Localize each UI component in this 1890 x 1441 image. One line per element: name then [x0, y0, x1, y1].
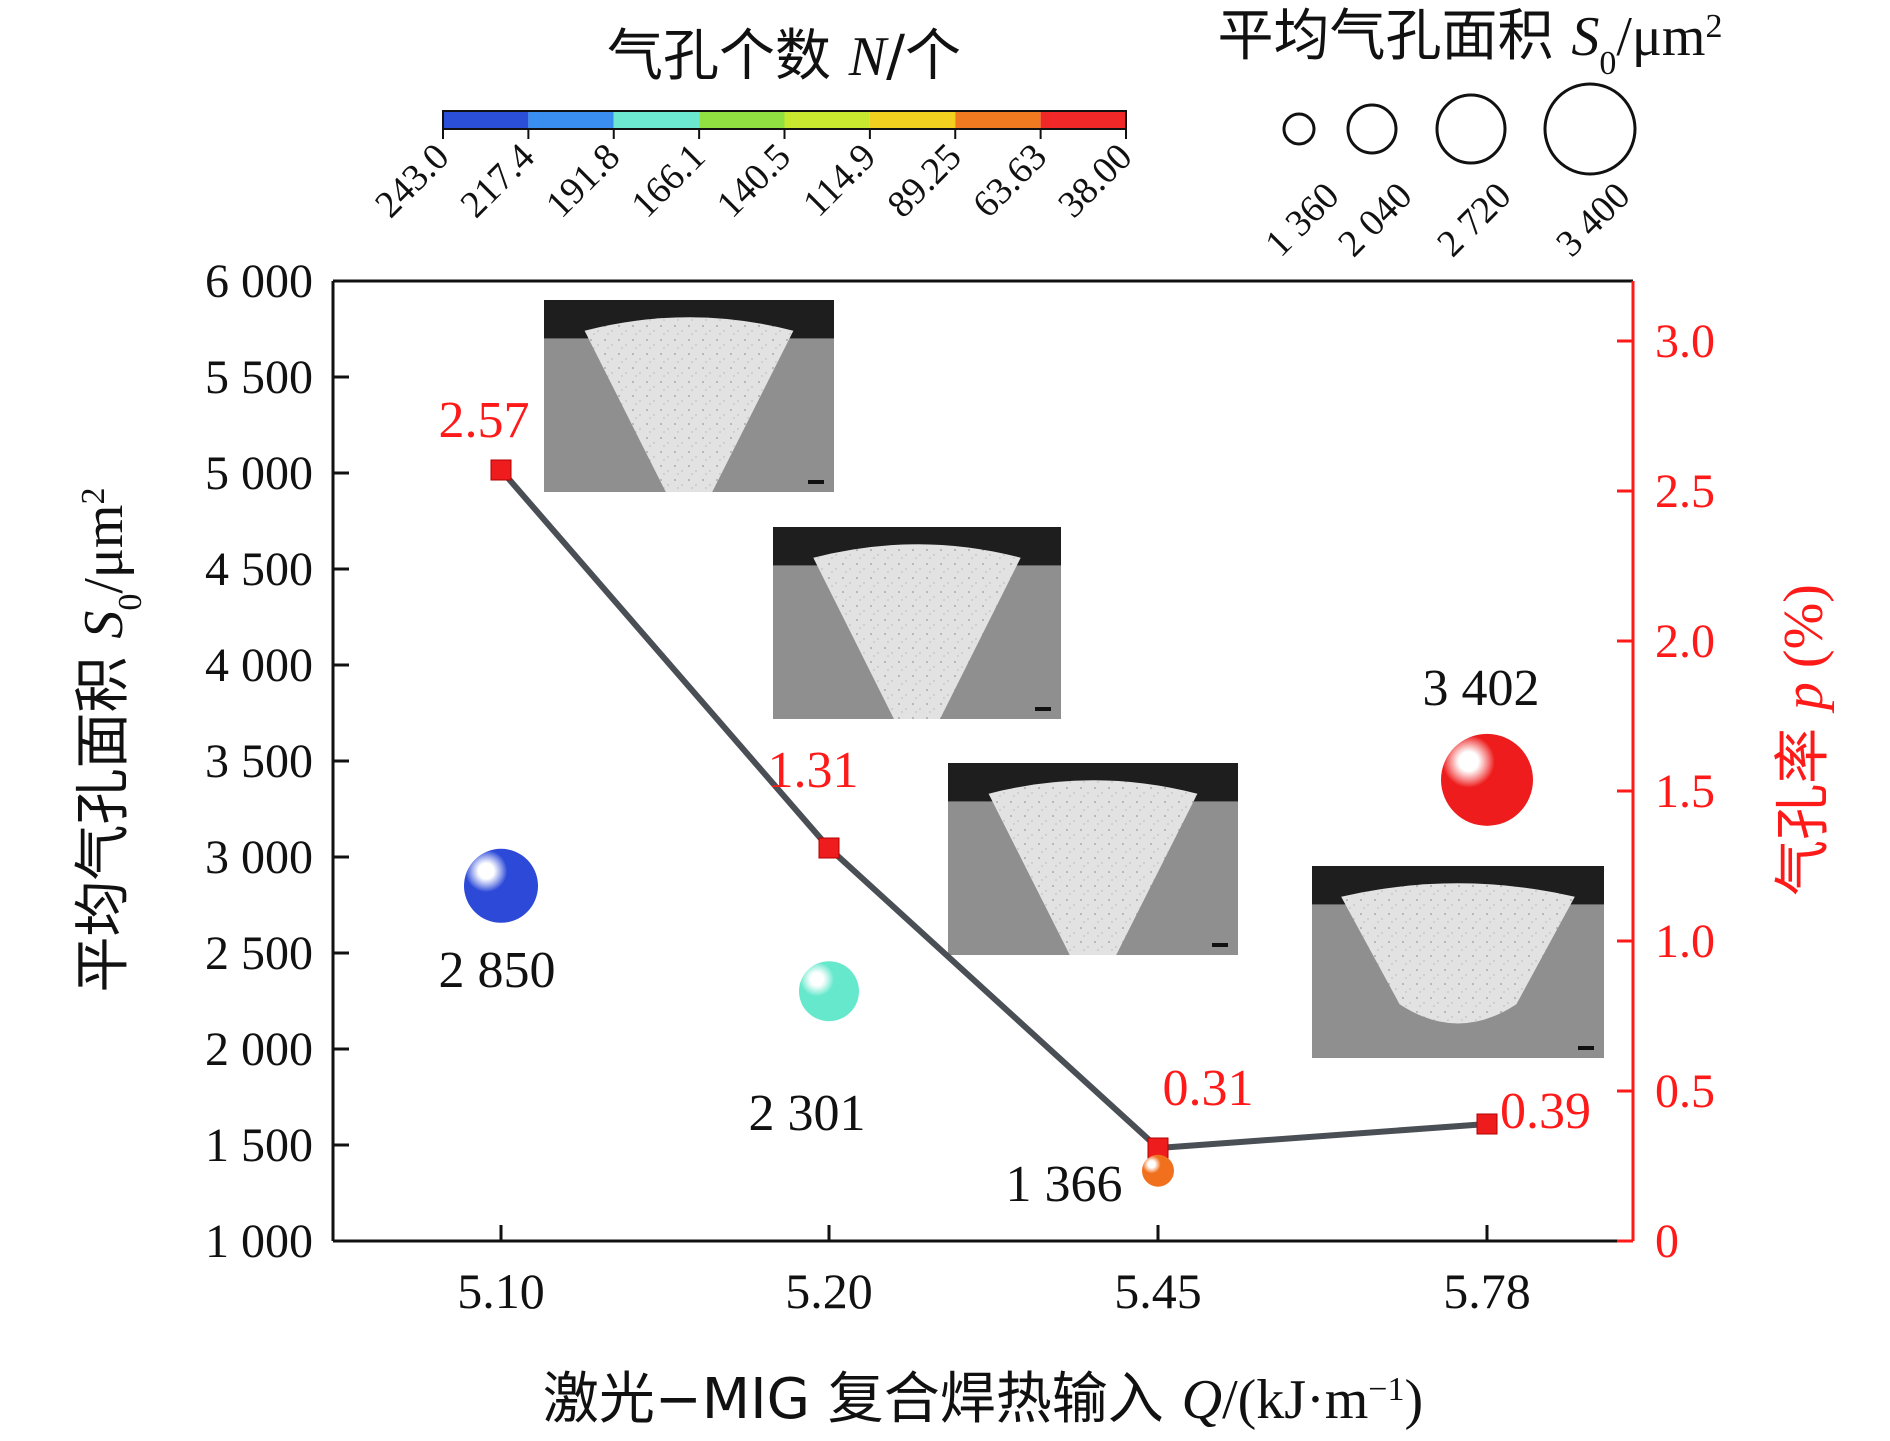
- bubble-value-label: 3 402: [1423, 660, 1540, 717]
- y-tick-label: 2 000: [205, 1023, 313, 1076]
- micrograph-weld-zone: [1341, 883, 1575, 1024]
- colorbar-segment: [528, 111, 614, 129]
- size-legend-circle: [1282, 112, 1316, 146]
- size-legend-circle: [1543, 82, 1637, 176]
- y2-tick-label: 2.0: [1655, 615, 1715, 668]
- x-tick-label: 5.78: [1443, 1263, 1531, 1319]
- porosity-marker: [1476, 1113, 1498, 1135]
- y-tick-label: 3 000: [205, 831, 313, 884]
- porosity-value-label: 0.39: [1500, 1083, 1591, 1140]
- micrograph-scale-bar: [1035, 707, 1051, 711]
- x-tick-label: 5.10: [457, 1263, 545, 1319]
- y2-axis-title: 气孔率 p (%): [1771, 584, 1836, 896]
- micrograph-image-2: [773, 527, 1061, 719]
- size-legend-label: 2 720: [1429, 175, 1519, 265]
- colorbar-segment: [613, 111, 700, 129]
- colorbar-title: 气孔个数 N/个: [607, 24, 961, 89]
- micrograph-weld-zone: [988, 780, 1198, 955]
- porosity-marker: [490, 459, 512, 481]
- porosity-marker: [818, 837, 840, 859]
- colorbar-tick-label: 89.25: [879, 136, 969, 226]
- micrograph-image-4: [1312, 866, 1604, 1058]
- bubble-value-label: 2 301: [749, 1085, 866, 1142]
- y-tick-label: 6 000: [205, 255, 313, 308]
- y-tick-label: 1 000: [205, 1215, 313, 1268]
- micrograph-weld-zone: [584, 317, 794, 492]
- size-legend-circle: [1346, 103, 1398, 155]
- y2-tick-label: 1.5: [1655, 765, 1715, 818]
- size-legend-label: 2 040: [1330, 175, 1420, 265]
- y2-tick-label: 0: [1655, 1215, 1679, 1268]
- micrograph-scale-bar: [808, 480, 824, 484]
- size-legend-label: 3 400: [1548, 175, 1638, 265]
- colorbar-tick-label: 114.9: [795, 136, 884, 225]
- y-tick-label: 2 500: [205, 927, 313, 980]
- x-tick-label: 5.20: [785, 1263, 873, 1319]
- y2-tick-label: 3.0: [1655, 315, 1715, 368]
- colorbar-segment: [1040, 111, 1126, 129]
- pore-bubble: [799, 961, 859, 1022]
- porosity-line: [498, 468, 1488, 1152]
- size-legend-label: 1 360: [1257, 175, 1347, 265]
- micrograph-image-3: [948, 763, 1238, 955]
- size-legend-circle: [1435, 93, 1507, 165]
- porosity-value-label: 0.31: [1163, 1060, 1254, 1117]
- micrograph-scale-bar: [1212, 943, 1228, 947]
- porosity-value-label: 2.57: [439, 392, 530, 449]
- colorbar-segment: [443, 111, 529, 129]
- pore-bubble: [1142, 1154, 1174, 1187]
- size-legend-title: 平均气孔面积 S0/μm2: [1218, 4, 1723, 82]
- y-tick-label: 5 000: [205, 447, 313, 500]
- bubble-value-label: 2 850: [439, 942, 556, 999]
- colorbar-segment: [869, 111, 956, 129]
- y-tick-label: 1 500: [205, 1119, 313, 1172]
- x-axis-title: 激光−MIG 复合焊热输入 Q/(kJ·m−1): [543, 1367, 1423, 1432]
- y-tick-label: 4 000: [205, 639, 313, 692]
- pore-bubble: [464, 848, 538, 923]
- colorbar-tick-label: 166.1: [623, 136, 713, 226]
- micrograph-image-1: [544, 300, 834, 492]
- micrograph-scale-bar: [1578, 1046, 1594, 1050]
- colorbar-tick-label: 63.63: [965, 136, 1055, 226]
- x-tick-label: 5.45: [1114, 1263, 1202, 1319]
- colorbar-segment: [699, 111, 785, 129]
- colorbar-tick-label: 140.5: [709, 136, 799, 226]
- colorbar-tick-label: 217.4: [453, 136, 543, 226]
- y-axis-title: 平均气孔面积 S0/μm2: [71, 488, 149, 993]
- y-tick-label: 5 500: [205, 351, 313, 404]
- colorbar-tick-label: 191.8: [538, 136, 628, 226]
- colorbar-tick-label: 38.00: [1050, 136, 1140, 226]
- colorbar-segment: [784, 111, 870, 129]
- colorbar-segment: [955, 111, 1041, 129]
- y2-tick-label: 2.5: [1655, 465, 1715, 518]
- pore-bubble: [1441, 733, 1533, 826]
- micrograph-weld-zone: [813, 544, 1021, 719]
- y-tick-label: 3 500: [205, 735, 313, 788]
- y2-tick-label: 1.0: [1655, 915, 1715, 968]
- porosity-value-label: 1.31: [768, 742, 859, 799]
- y-tick-label: 4 500: [205, 543, 313, 596]
- y2-tick-label: 0.5: [1655, 1065, 1715, 1118]
- colorbar-tick-label: 243.0: [367, 136, 457, 226]
- bubble-value-label: 1 366: [1006, 1156, 1123, 1213]
